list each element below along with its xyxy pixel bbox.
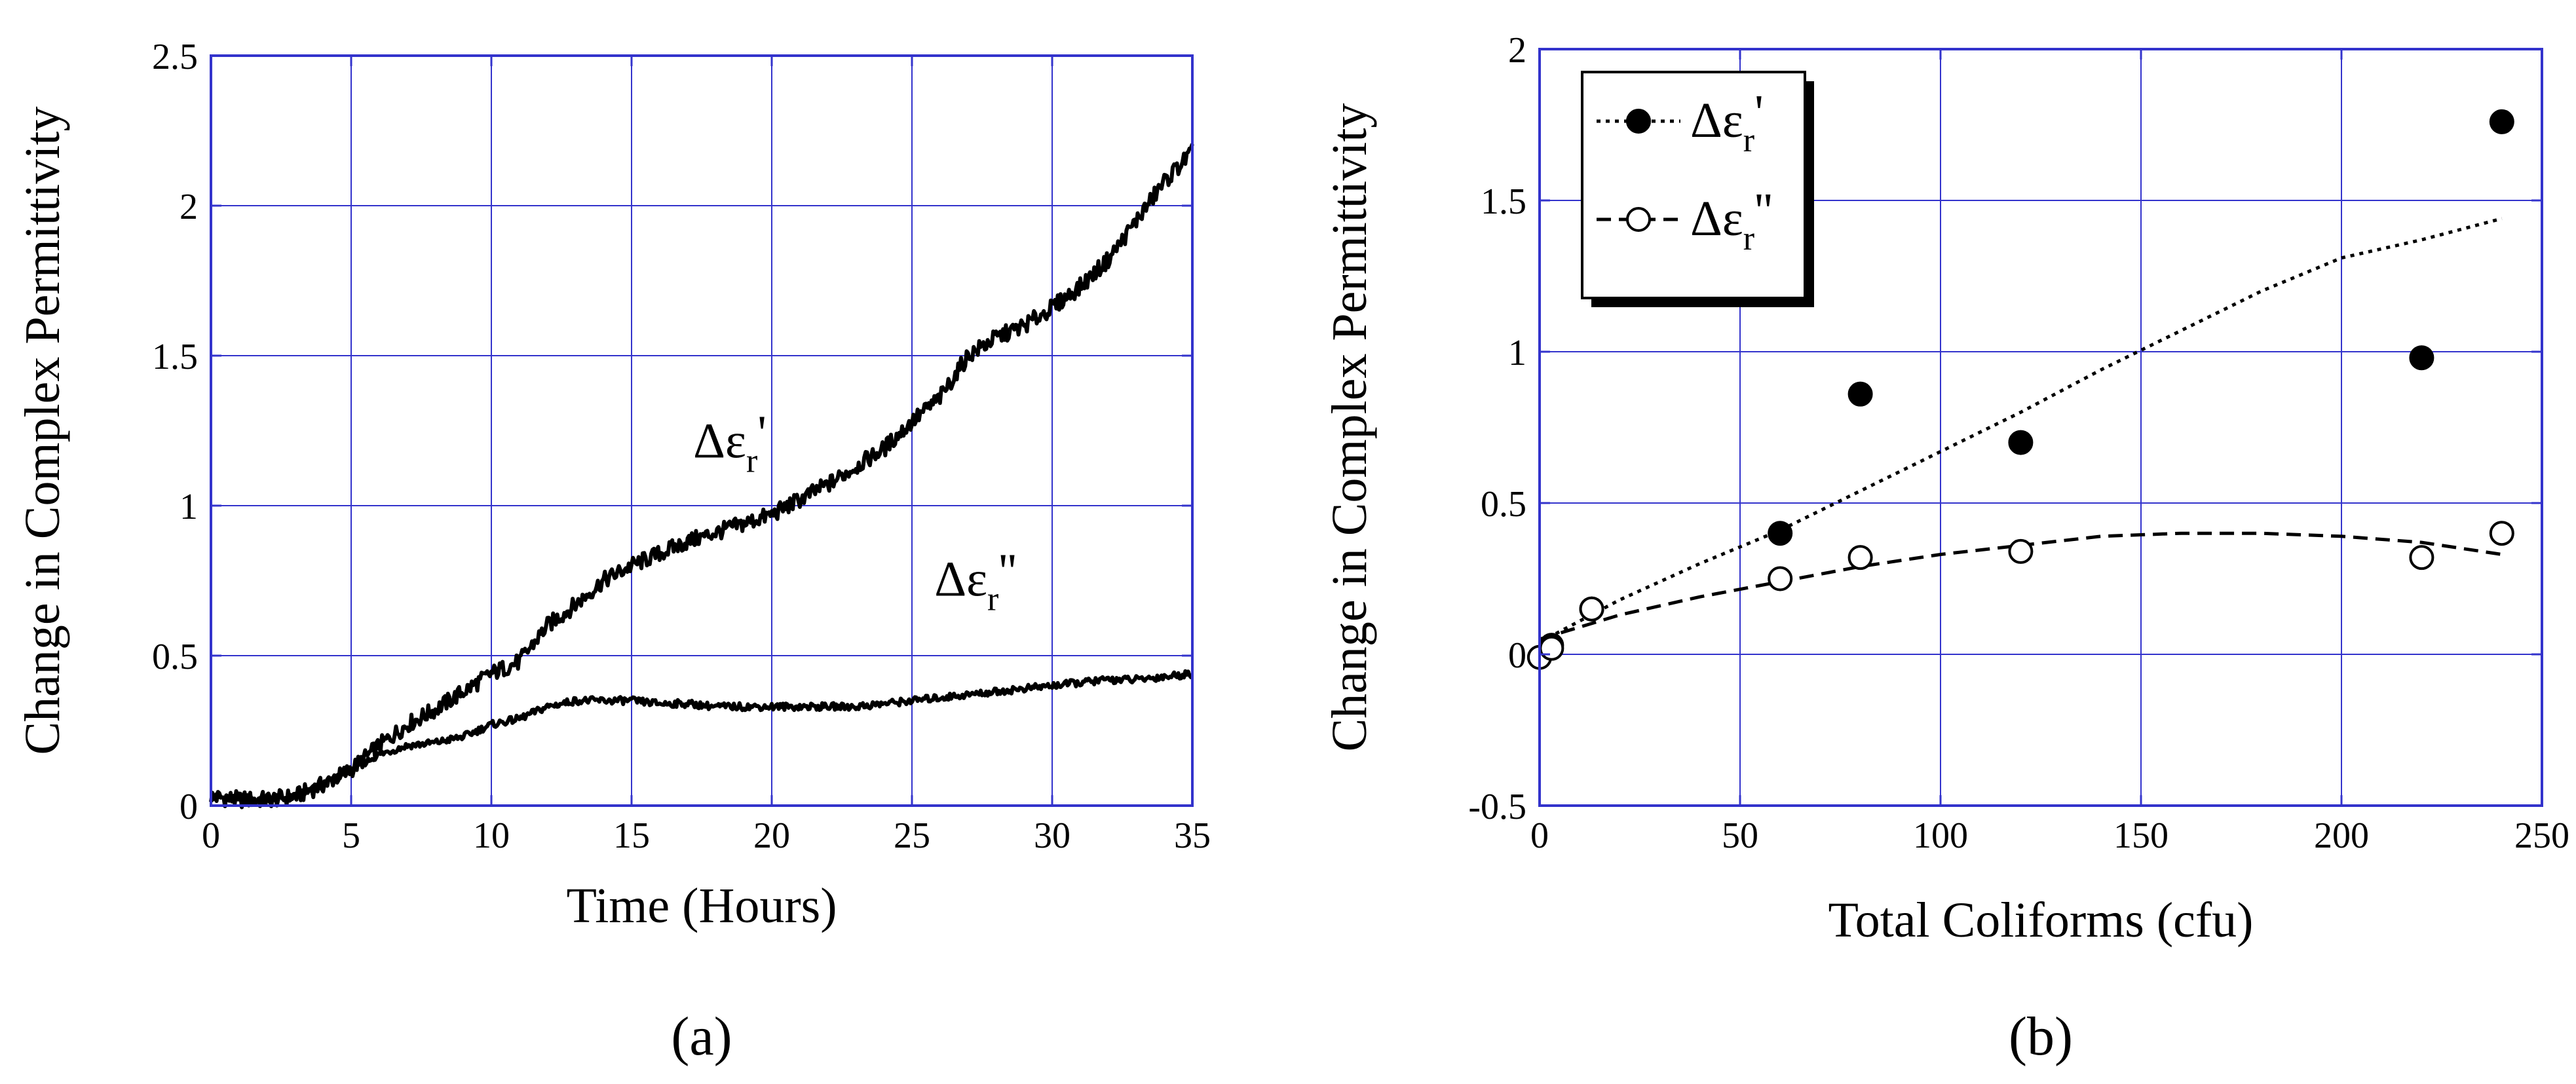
series-line-a-2 (210, 669, 1194, 806)
annotations-a: Δεr' Δεr'' (693, 406, 1017, 618)
data-point-b-2 (2489, 521, 2514, 546)
data-point-b-2 (1579, 596, 1604, 622)
x-tick-label: 0 (202, 815, 220, 856)
y-tick-label: -0.5 (1468, 787, 1526, 827)
data-point-b-2 (1847, 545, 1873, 570)
series-annotation-a-1: Δεr' (693, 406, 767, 480)
data-point-b-1 (2409, 345, 2434, 371)
data-point-b-2 (1539, 635, 1564, 661)
y-axis-label-b: Change in Complex Permittivity (1322, 103, 1377, 751)
panel-label-a: (a) (671, 1006, 732, 1067)
data-point-b-2 (1768, 566, 1793, 591)
x-tick-label: 0 (1530, 815, 1549, 856)
y-tick-label: 2 (1508, 30, 1526, 71)
x-axis-label-a: Time (Hours) (566, 878, 837, 933)
legend-box (1581, 71, 1806, 299)
x-tick-label: 25 (894, 815, 930, 856)
y-tick-label: 1 (180, 487, 198, 527)
x-tick-label: 20 (753, 815, 790, 856)
ticks-a: 0 5 10 15 20 25 30 35 0 0.5 1 1.5 2 2.5 (152, 37, 1211, 856)
series-layer-a (209, 143, 1194, 810)
grid-b (1540, 49, 2542, 806)
y-tick-label: 1.5 (152, 337, 198, 377)
y-tick-label: 0 (1508, 635, 1526, 676)
x-tick-label: 250 (2514, 815, 2569, 856)
series-layer-b (1527, 109, 2514, 670)
x-tick-label: 35 (1174, 815, 1211, 856)
x-tick-label: 100 (1913, 815, 1968, 856)
legend-marker-2 (1626, 207, 1651, 232)
data-point-b-1 (1768, 521, 1793, 546)
data-point-b-1 (2489, 109, 2514, 134)
x-tick-label: 10 (473, 815, 510, 856)
series-line-a-1 (209, 143, 1194, 810)
x-axis-label-b: Total Coliforms (cfu) (1828, 893, 2254, 948)
fit-line-b-1 (1538, 217, 2503, 644)
x-tick-label: 50 (1722, 815, 1758, 856)
legend-b: Δεr' Δεr'' (1581, 71, 1814, 307)
y-tick-label: 0.5 (152, 637, 198, 677)
ticks-b: 0 50 100 150 200 250-0.500.511.52 (1468, 30, 2569, 856)
legend-label-1: Δεr' (1690, 85, 1764, 159)
chart-panel-b: 0 50 100 150 200 250-0.500.511.52 Δεr'Δεr'' T… (1322, 30, 2569, 1067)
plot-frame-a (210, 54, 1194, 807)
data-point-b-1 (1847, 381, 1873, 407)
plot-frame-b (1538, 48, 2543, 807)
x-tick-label: 5 (342, 815, 360, 856)
x-tick-label: 150 (2113, 815, 2169, 856)
data-point-b-2 (2409, 545, 2434, 570)
y-tick-label: 1 (1508, 333, 1526, 373)
legend-label-2: Δεr'' (1690, 183, 1773, 257)
x-tick-label: 15 (613, 815, 650, 856)
panel-label-b: (b) (2009, 1006, 2073, 1067)
y-tick-label: 0.5 (1481, 484, 1526, 525)
data-point-b-1 (2008, 430, 2034, 455)
y-tick-label: 0 (180, 787, 198, 827)
x-tick-label: 200 (2314, 815, 2369, 856)
x-tick-label: 30 (1034, 815, 1070, 856)
y-tick-label: 2 (180, 187, 198, 227)
data-point-b-2 (2008, 538, 2034, 564)
y-tick-label: 1.5 (1481, 181, 1526, 222)
chart-panel-a: 0 5 10 15 20 25 30 35 0 0.5 1 1.5 2 2.5 Δεr' Δεr'' Tim… (15, 37, 1211, 1067)
series-annotation-a-2: Δεr'' (934, 544, 1017, 618)
legend-marker-1 (1626, 109, 1651, 134)
y-tick-label: 2.5 (152, 37, 198, 77)
y-axis-label-a: Change in Complex Permittivity (15, 106, 70, 755)
